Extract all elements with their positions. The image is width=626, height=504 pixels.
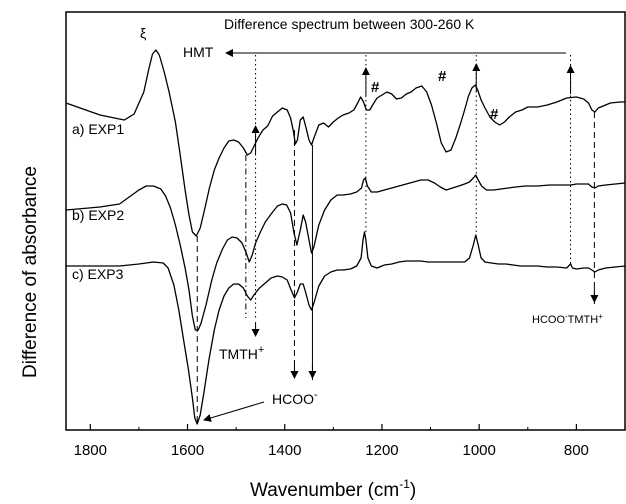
- plot-frame: [65, 11, 626, 431]
- xi-label: ξ: [140, 25, 146, 41]
- hash-marker-3: #: [490, 106, 499, 123]
- trace-label-exp3: c) EXP3: [72, 266, 124, 282]
- trace-label-exp1: a) EXP1: [72, 121, 124, 137]
- x-axis: 1800 1600 1400 1200 1000 800: [74, 424, 626, 459]
- x-axis-title: Wavenumber (cm-1): [250, 477, 416, 501]
- series-line-exp2: [65, 174, 626, 331]
- x-tick-label-1200: 1200: [365, 442, 398, 459]
- series-line-exp1: [65, 49, 625, 237]
- x-tick-label-800: 800: [564, 442, 589, 459]
- trace-label-exp2: b) EXP2: [72, 207, 124, 223]
- hash-marker-1: #: [371, 79, 380, 96]
- hash-marker-2: #: [438, 68, 447, 85]
- hmt-label: HMT: [183, 44, 214, 60]
- hcoo-arrow: [203, 401, 265, 422]
- x-tick-label-1800: 1800: [74, 442, 107, 459]
- tmth-label: TMTH+: [219, 344, 264, 362]
- x-tick-label-1600: 1600: [171, 442, 204, 459]
- y-axis-title: Difference of absorbance: [20, 166, 41, 378]
- hcoo-tmth-label: HCOO-TMTH+: [532, 312, 603, 326]
- x-tick-label-1400: 1400: [268, 442, 301, 459]
- series-layer: [65, 49, 626, 425]
- series-line-exp3: [66, 231, 626, 425]
- chart-title: Difference spectrum between 300-260 K: [224, 16, 475, 32]
- hcoo-label: HCOO-: [272, 389, 318, 407]
- x-tick-label-1000: 1000: [462, 442, 495, 459]
